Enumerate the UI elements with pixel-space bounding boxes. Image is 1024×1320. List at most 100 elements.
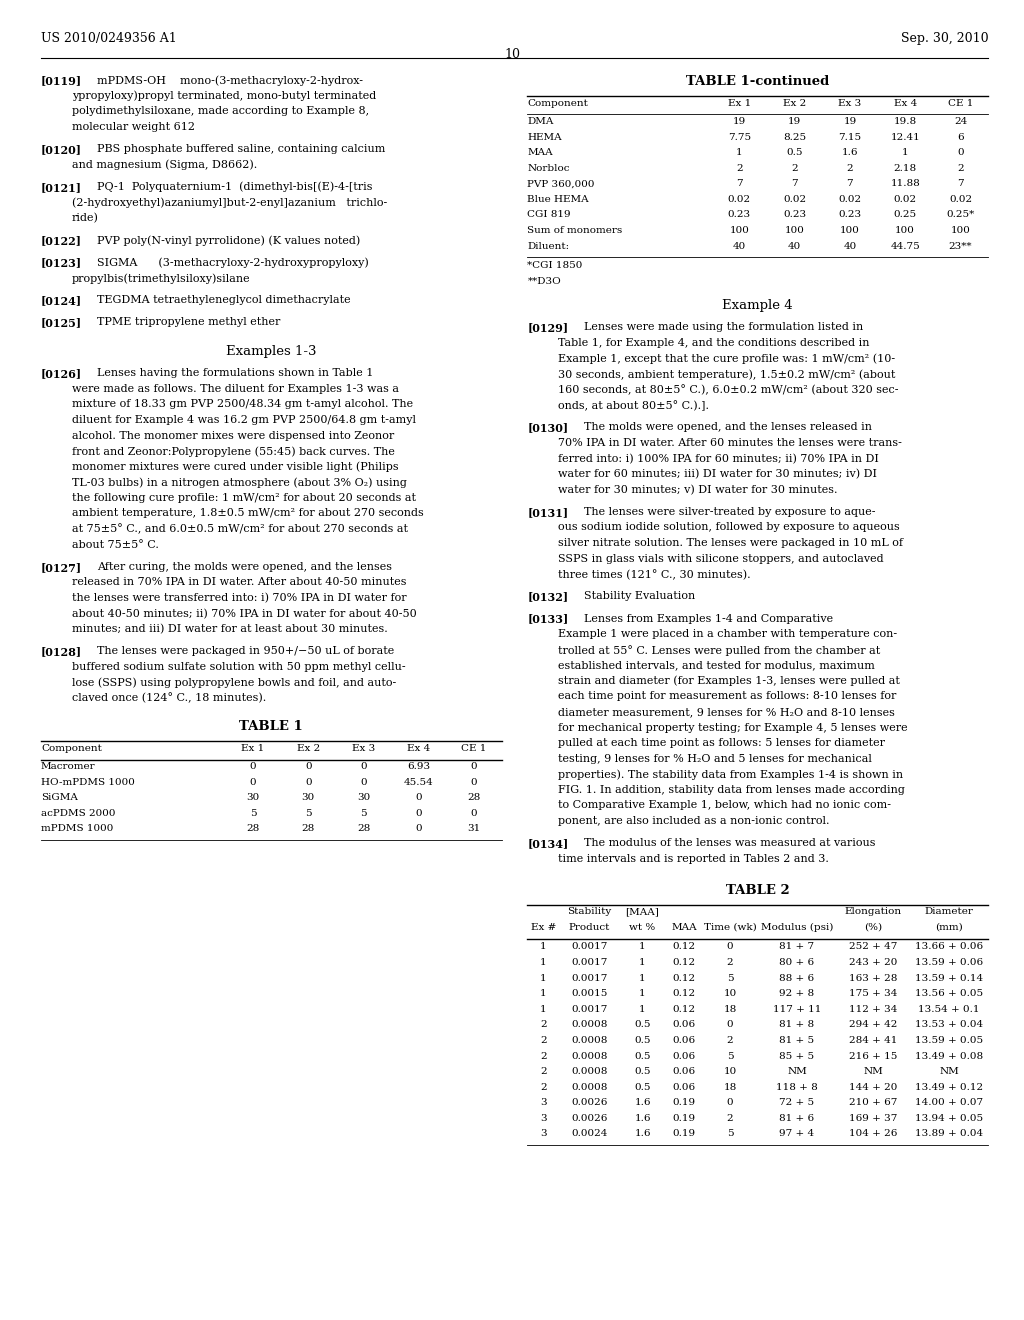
Text: 28: 28 [247,825,259,833]
Text: onds, at about 80±5° C.).].: onds, at about 80±5° C.).]. [558,400,709,411]
Text: mPDMS 1000: mPDMS 1000 [41,825,114,833]
Text: [0126]: [0126] [41,368,82,379]
Text: 0.0008: 0.0008 [571,1082,608,1092]
Text: 10: 10 [724,989,736,998]
Text: 19: 19 [733,117,745,125]
Text: 2: 2 [847,164,853,173]
Text: the lenses were transferred into: i) 70% IPA in DI water for: the lenses were transferred into: i) 70%… [72,593,407,603]
Text: After curing, the molds were opened, and the lenses: After curing, the molds were opened, and… [97,562,392,572]
Text: [0129]: [0129] [527,322,568,334]
Text: 210 + 67: 210 + 67 [849,1098,897,1107]
Text: 0.5: 0.5 [634,1020,651,1030]
Text: 13.49 + 0.12: 13.49 + 0.12 [914,1082,983,1092]
Text: 1.6: 1.6 [842,148,858,157]
Text: 2.18: 2.18 [894,164,916,173]
Text: strain and diameter (for Examples 1-3, lenses were pulled at: strain and diameter (for Examples 1-3, l… [558,676,900,686]
Text: (mm): (mm) [935,923,963,932]
Text: PQ-1  Polyquaternium-1  (dimethyl-bis[(E)-4-[tris: PQ-1 Polyquaternium-1 (dimethyl-bis[(E)-… [97,182,373,193]
Text: ride): ride) [72,213,98,223]
Text: NM: NM [939,1067,958,1076]
Text: propylbis(trimethylsiloxy)silane: propylbis(trimethylsiloxy)silane [72,273,250,284]
Text: Sep. 30, 2010: Sep. 30, 2010 [900,32,988,45]
Text: The molds were opened, and the lenses released in: The molds were opened, and the lenses re… [584,422,871,433]
Text: claved once (124° C., 18 minutes).: claved once (124° C., 18 minutes). [72,693,266,704]
Text: 28: 28 [302,825,314,833]
Text: 2: 2 [541,1052,547,1060]
Text: 30 seconds, ambient temperature), 1.5±0.2 mW/cm² (about: 30 seconds, ambient temperature), 1.5±0.… [558,370,895,380]
Text: 0: 0 [416,825,422,833]
Text: 81 + 8: 81 + 8 [779,1020,814,1030]
Text: water for 60 minutes; iii) DI water for 30 minutes; iv) DI: water for 60 minutes; iii) DI water for … [558,469,878,479]
Text: Example 1, except that the cure profile was: 1 mW/cm² (10-: Example 1, except that the cure profile … [558,354,895,364]
Text: 0.0017: 0.0017 [571,958,608,968]
Text: 1: 1 [902,148,908,157]
Text: 100: 100 [784,226,805,235]
Text: 0: 0 [727,1020,733,1030]
Text: minutes; and iii) DI water for at least about 30 minutes.: minutes; and iii) DI water for at least … [72,624,387,635]
Text: 0: 0 [416,809,422,818]
Text: The lenses were packaged in 950+/−50 uL of borate: The lenses were packaged in 950+/−50 uL … [97,647,394,656]
Text: 169 + 37: 169 + 37 [849,1114,897,1123]
Text: three times (121° C., 30 minutes).: three times (121° C., 30 minutes). [558,569,751,579]
Text: were made as follows. The diluent for Examples 1-3 was a: were made as follows. The diluent for Ex… [72,384,398,393]
Text: molecular weight 612: molecular weight 612 [72,121,195,132]
Text: 2: 2 [727,958,733,968]
Text: 28: 28 [468,793,480,803]
Text: 0: 0 [471,809,477,818]
Text: 70% IPA in DI water. After 60 minutes the lenses were trans-: 70% IPA in DI water. After 60 minutes th… [558,438,902,447]
Text: 0.0008: 0.0008 [571,1052,608,1060]
Text: NM: NM [787,1067,807,1076]
Text: 1.6: 1.6 [634,1130,651,1138]
Text: 0.06: 0.06 [673,1067,695,1076]
Text: testing, 9 lenses for % H₂O and 5 lenses for mechanical: testing, 9 lenses for % H₂O and 5 lenses… [558,754,872,764]
Text: about 40-50 minutes; ii) 70% IPA in DI water for about 40-50: about 40-50 minutes; ii) 70% IPA in DI w… [72,609,417,619]
Text: 100: 100 [895,226,915,235]
Text: 5: 5 [360,809,367,818]
Text: 0: 0 [416,793,422,803]
Text: 0: 0 [250,777,256,787]
Text: 294 + 42: 294 + 42 [849,1020,897,1030]
Text: to Comparative Example 1, below, which had no ionic com-: to Comparative Example 1, below, which h… [558,800,891,810]
Text: 2: 2 [541,1067,547,1076]
Text: CGI 819: CGI 819 [527,210,571,219]
Text: Ex 4: Ex 4 [408,744,430,752]
Text: Norbloc: Norbloc [527,164,570,173]
Text: Lenses having the formulations shown in Table 1: Lenses having the formulations shown in … [97,368,374,379]
Text: 0.19: 0.19 [673,1098,695,1107]
Text: 0: 0 [305,777,311,787]
Text: 81 + 5: 81 + 5 [779,1036,814,1045]
Text: Examples 1-3: Examples 1-3 [226,345,316,358]
Text: diluent for Example 4 was 16.2 gm PVP 2500/64.8 gm t-amyl: diluent for Example 4 was 16.2 gm PVP 25… [72,414,416,425]
Text: CE 1: CE 1 [462,744,486,752]
Text: 40: 40 [733,242,745,251]
Text: silver nitrate solution. The lenses were packaged in 10 mL of: silver nitrate solution. The lenses were… [558,539,903,548]
Text: 0: 0 [360,762,367,771]
Text: 0.25*: 0.25* [946,210,975,219]
Text: 2: 2 [957,164,964,173]
Text: 100: 100 [840,226,860,235]
Text: 0.06: 0.06 [673,1082,695,1092]
Text: Modulus (psi): Modulus (psi) [761,923,834,932]
Text: 1: 1 [541,989,547,998]
Text: 284 + 41: 284 + 41 [849,1036,897,1045]
Text: 5: 5 [250,809,256,818]
Text: 2: 2 [541,1036,547,1045]
Text: 0.0008: 0.0008 [571,1020,608,1030]
Text: US 2010/0249356 A1: US 2010/0249356 A1 [41,32,177,45]
Text: 112 + 34: 112 + 34 [849,1005,897,1014]
Text: 0.23: 0.23 [783,210,806,219]
Text: Lenses from Examples 1-4 and Comparative: Lenses from Examples 1-4 and Comparative [584,614,833,623]
Text: 7.75: 7.75 [728,132,751,141]
Text: 10: 10 [724,1067,736,1076]
Text: [0121]: [0121] [41,182,82,193]
Text: 18: 18 [724,1082,736,1092]
Text: 0.02: 0.02 [894,195,916,203]
Text: [0133]: [0133] [527,614,568,624]
Text: Elongation: Elongation [845,907,901,916]
Text: 3: 3 [541,1098,547,1107]
Text: 6: 6 [957,132,964,141]
Text: 0: 0 [305,762,311,771]
Text: 1: 1 [736,148,742,157]
Text: 0.23: 0.23 [839,210,861,219]
Text: 0: 0 [727,1098,733,1107]
